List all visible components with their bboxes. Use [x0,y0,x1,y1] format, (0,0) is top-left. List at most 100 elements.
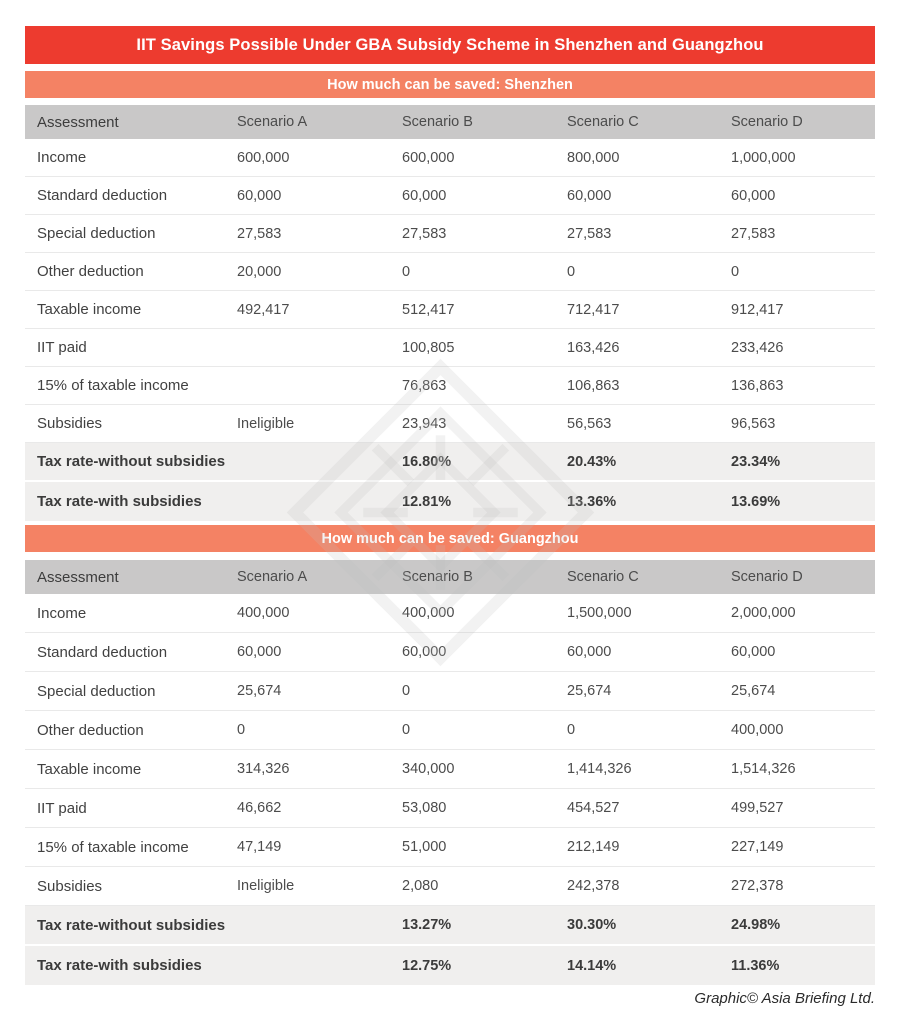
table-row: Tax rate-with subsidies 12.81% 13.36% 13.69… [25,482,875,521]
cell-value: Ineligible [237,878,295,894]
table-row: Taxable income 492,417 512,417 712,417 912,4… [25,291,875,329]
table-row: Other deduction 20,000 0 0 0 [25,253,875,291]
cell-value: 0 [402,683,411,699]
cell-value: 1,414,326 [567,761,632,777]
cell-value: 60,000 [567,644,612,660]
cell-value: 212,149 [567,839,620,855]
cell-value: Ineligible [237,415,295,432]
section-header-guangzhou: How much can be saved: Guangzhou [25,525,875,552]
cell-value: 16.80% [402,453,452,470]
table-row: Tax rate-without subsidies 16.80% 20.43% 23… [25,443,875,482]
cell-value: 53,080 [402,800,447,816]
column-header: Scenario A [237,569,308,585]
row-label: 15% of taxable income [37,377,189,394]
section-title: How much can be saved: Shenzhen [327,76,573,93]
cell-value: 25,674 [567,683,612,699]
cell-value: 11.36% [731,957,780,974]
cell-value: 27,583 [237,225,282,242]
cell-value: 60,000 [402,187,447,204]
column-header: Assessment [37,113,119,131]
cell-value: 60,000 [237,187,282,204]
table-row: Subsidies Ineligible 23,943 56,563 96,563 [25,405,875,443]
graphic-credit: Graphic© Asia Briefing Ltd. [694,990,875,1007]
row-label: Special deduction [37,225,156,242]
column-header: Scenario C [567,114,639,130]
cell-value: 27,583 [402,225,447,242]
cell-value: 0 [567,263,576,280]
cell-value: 96,563 [731,415,776,432]
cell-value: 0 [402,722,411,738]
table-row: Subsidies Ineligible 2,080 242,378 272,378 [25,867,875,906]
row-label: Standard deduction [37,187,168,204]
table-row: 15% of taxable income 76,863 106,863 136,86… [25,367,875,405]
column-header: Scenario B [402,569,473,585]
page-title: IIT Savings Possible Under GBA Subsidy S… [136,35,764,54]
table-row: Taxable income 314,326 340,000 1,414,326 1,5… [25,750,875,789]
table-row: Standard deduction 60,000 60,000 60,000 60,0… [25,633,875,672]
row-label: IIT paid [37,799,87,817]
table-header-row: Assessment Scenario A Scenario B Scenario C… [25,105,875,139]
cell-value: 56,563 [567,415,612,432]
table-row: Income 400,000 400,000 1,500,000 2,000,000 [25,594,875,633]
column-header: Scenario C [567,569,639,585]
cell-value: 60,000 [731,187,776,204]
row-label: Tax rate-without subsidies [37,453,226,470]
cell-value: 136,863 [731,377,784,394]
cell-value: 400,000 [731,722,784,738]
cell-value: 47,149 [237,839,282,855]
column-header: Assessment [37,568,119,586]
cell-value: 512,417 [402,301,455,318]
row-label: Income [37,604,87,622]
cell-value: 1,000,000 [731,149,796,166]
table-row: IIT paid 100,805 163,426 233,426 [25,329,875,367]
table-row: 15% of taxable income 47,149 51,000 212,149… [25,828,875,867]
cell-value: 0 [731,263,740,280]
cell-value: 272,378 [731,878,784,894]
table-row: Income 600,000 600,000 800,000 1,000,000 [25,139,875,177]
column-header: Scenario D [731,569,803,585]
cell-value: 492,417 [237,301,290,318]
table-row: Standard deduction 60,000 60,000 60,000 60,0… [25,177,875,215]
row-label: Subsidies [37,415,103,432]
cell-value: 0 [237,722,246,738]
cell-value: 912,417 [731,301,784,318]
row-label: Income [37,149,87,166]
cell-value: 400,000 [402,605,455,621]
cell-value: 0 [402,263,411,280]
cell-value: 60,000 [237,644,282,660]
cell-value: 76,863 [402,377,447,394]
cell-value: 12.75% [402,957,452,974]
cell-value: 340,000 [402,761,455,777]
cell-value: 60,000 [731,644,776,660]
section-title: How much can be saved: Guangzhou [321,530,579,547]
row-label: Subsidies [37,877,103,895]
row-label: Special deduction [37,682,156,700]
cell-value: 27,583 [567,225,612,242]
cell-value: 25,674 [237,683,282,699]
row-label: Tax rate-with subsidies [37,493,202,510]
cell-value: 454,527 [567,800,620,816]
cell-value: 2,000,000 [731,605,796,621]
cell-value: 314,326 [237,761,290,777]
cell-value: 800,000 [567,149,620,166]
row-label: Standard deduction [37,643,168,661]
cell-value: 13.36% [567,493,617,510]
table-row: IIT paid 46,662 53,080 454,527 499,527 [25,789,875,828]
cell-value: 600,000 [402,149,455,166]
table-shenzhen: Assessment Scenario A Scenario B Scenario C… [25,105,875,521]
cell-value: 24.98% [731,917,781,933]
cell-value: 60,000 [402,644,447,660]
row-label: IIT paid [37,339,87,356]
cell-value: 2,080 [402,878,439,894]
cell-value: 13.69% [731,493,781,510]
row-label: Other deduction [37,721,144,739]
cell-value: 46,662 [237,800,282,816]
row-label: Tax rate-with subsidies [37,957,202,974]
cell-value: 499,527 [731,800,784,816]
cell-value: 14.14% [567,957,617,974]
table-row: Tax rate-with subsidies 12.75% 14.14% 11.36… [25,946,875,985]
cell-value: 51,000 [402,839,447,855]
row-label: Taxable income [37,301,142,318]
column-header: Scenario A [237,114,308,130]
cell-value: 23.34% [731,453,781,470]
